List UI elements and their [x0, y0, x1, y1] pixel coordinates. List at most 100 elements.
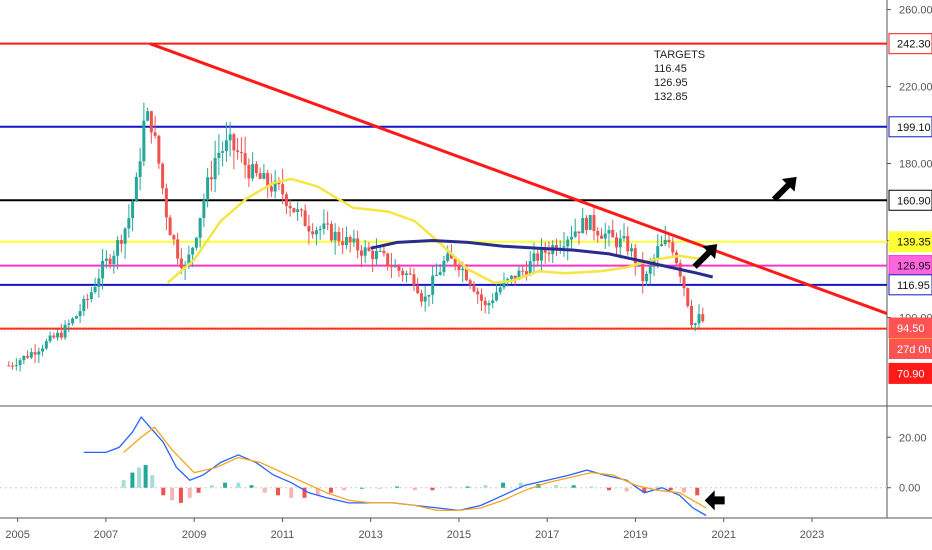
candle-body	[243, 153, 247, 166]
candle-body	[97, 278, 101, 287]
candle-body	[539, 247, 543, 261]
time-tick-label: 2017	[535, 529, 559, 541]
macd-histogram-bar	[121, 480, 126, 488]
arrow-head	[702, 244, 718, 260]
level-badge	[888, 274, 932, 296]
candle-body	[419, 293, 423, 302]
time-tick-label: 2013	[358, 529, 382, 541]
candle-body	[101, 260, 105, 279]
candle-body	[611, 229, 615, 238]
arrow-down-right-icon	[771, 176, 797, 202]
candle-body	[446, 253, 450, 261]
candle-body	[498, 287, 502, 293]
candle-body	[281, 184, 285, 195]
candle-body	[33, 352, 37, 355]
candle-body	[671, 242, 675, 253]
candle-body	[273, 180, 277, 192]
candle-body	[423, 296, 427, 302]
candle-body	[607, 229, 611, 234]
grid	[0, 0, 932, 519]
candle-body	[453, 258, 457, 267]
macd-tick-label: 0.00	[899, 483, 920, 495]
candle-body	[701, 314, 705, 322]
candle-body	[251, 164, 255, 179]
candle-body	[408, 273, 412, 275]
candle-body	[416, 285, 420, 294]
candle-body	[26, 355, 30, 358]
candle-body	[502, 280, 506, 288]
arrow-shaft	[771, 181, 792, 202]
arrow-left-icon	[704, 490, 725, 511]
time-tick-label: 2023	[800, 529, 824, 541]
macd-histogram-bar	[187, 487, 192, 498]
candle-body	[389, 265, 393, 268]
arrow-shaft	[692, 249, 713, 269]
candle-body	[311, 231, 315, 235]
candle-body	[449, 253, 453, 259]
candle-body	[78, 311, 82, 317]
macd-histogram-bar	[328, 487, 333, 493]
candle-body	[513, 275, 517, 280]
candle-body	[573, 231, 577, 237]
macd-histogram-bar	[483, 485, 488, 488]
candle-body	[352, 238, 356, 243]
candle-body	[239, 152, 243, 154]
candle-body	[209, 177, 213, 180]
candle-body	[296, 209, 300, 213]
candle-body	[348, 237, 352, 243]
candle-body	[371, 250, 375, 260]
candle-body	[206, 177, 210, 200]
timer-badge-text: 27d 0h	[897, 344, 931, 356]
candle-body	[11, 365, 15, 367]
current-price-badge-text: 94.50	[897, 323, 925, 335]
candle-body	[438, 272, 442, 275]
candle-body	[431, 275, 435, 295]
macd-histogram-bar	[682, 487, 687, 493]
targets-annotation-line: 126.95	[654, 77, 688, 89]
candle-body	[393, 266, 397, 268]
candle-body	[146, 111, 150, 121]
moving-average-line	[370, 238, 714, 279]
time-tick-label: 2009	[182, 529, 206, 541]
candle-body	[652, 257, 656, 266]
candle-body	[131, 201, 135, 219]
candle-body	[322, 223, 326, 229]
time-tick-label: 2021	[711, 529, 735, 541]
candle-body	[599, 235, 603, 239]
candle-body	[89, 292, 93, 300]
candle-body	[686, 288, 690, 307]
candle-body	[697, 314, 701, 324]
candle-body	[52, 335, 56, 338]
candle-body	[596, 231, 600, 236]
price-tick-label: 220.00	[899, 82, 932, 94]
candle-body	[521, 270, 525, 272]
macd-histogram-bar	[302, 487, 307, 498]
time-axis[interactable]: 2005 2007 2009 2011 2013 2015 2017 2019 2021 2023	[5, 518, 824, 541]
candle-body	[161, 163, 165, 189]
candle-body	[397, 266, 401, 271]
candle-body	[532, 253, 536, 262]
macd-histogram-bar	[289, 487, 294, 498]
candle-body	[172, 235, 176, 240]
macd-histogram-bar	[655, 486, 660, 488]
macd-histogram-bar	[695, 487, 700, 496]
macd-histogram-bar	[170, 487, 175, 501]
macd-tick-label: 20.00	[899, 432, 927, 444]
candle-body	[187, 254, 191, 266]
candle-body	[217, 152, 221, 158]
candle-body	[176, 239, 180, 259]
candle-body	[479, 294, 483, 301]
macd-histogram-bar	[150, 475, 155, 488]
macd-histogram-bar	[554, 485, 559, 488]
candle-body	[682, 276, 686, 289]
candle-body	[221, 151, 225, 153]
candle-body	[404, 273, 408, 276]
candle-body	[491, 300, 495, 304]
candle-body	[588, 215, 592, 230]
candle-body	[29, 352, 33, 358]
candle-body	[67, 323, 71, 325]
candle-body	[194, 237, 198, 248]
macd-histogram-bar	[236, 482, 241, 488]
candle-body	[472, 284, 476, 292]
